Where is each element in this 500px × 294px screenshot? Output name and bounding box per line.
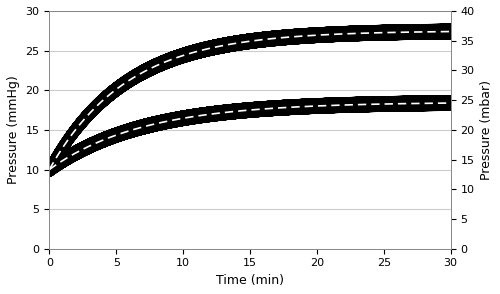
X-axis label: Time (min): Time (min) — [216, 274, 284, 287]
Y-axis label: Pressure (mmHg): Pressure (mmHg) — [7, 76, 20, 184]
Y-axis label: Pressure (mbar): Pressure (mbar) — [480, 80, 493, 180]
